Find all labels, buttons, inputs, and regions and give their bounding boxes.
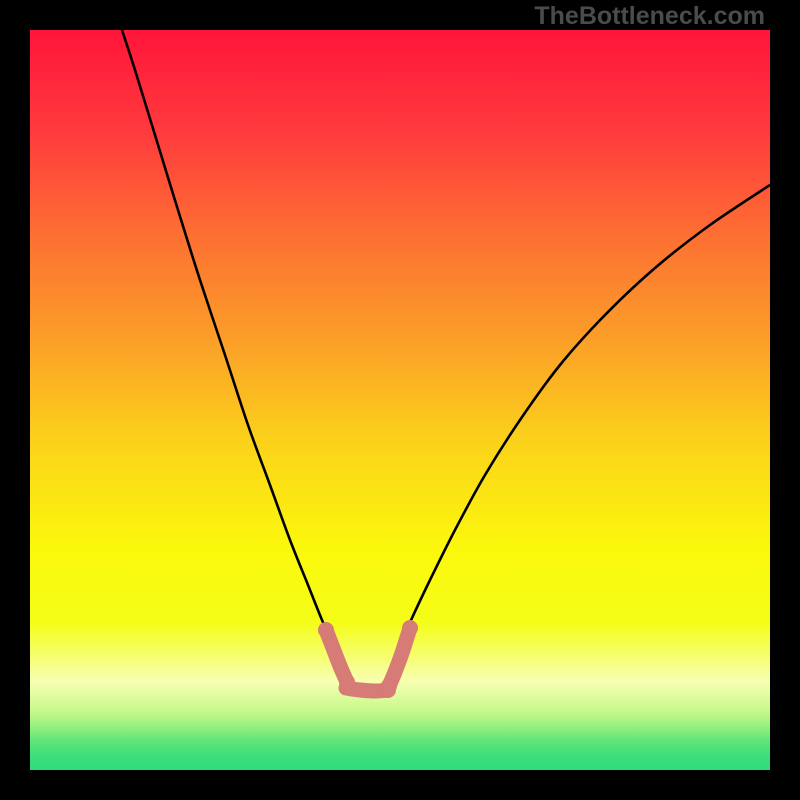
bottleneck-chart (0, 0, 800, 800)
watermark-text: TheBottleneck.com (534, 2, 765, 31)
